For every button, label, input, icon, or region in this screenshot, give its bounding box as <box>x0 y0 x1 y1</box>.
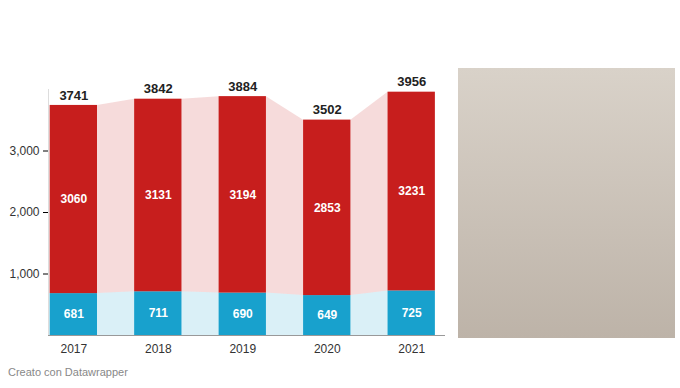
svg-text:3842: 3842 <box>144 81 173 96</box>
svg-text:1,000: 1,000 <box>9 267 39 281</box>
svg-text:3502: 3502 <box>313 102 342 117</box>
svg-text:711: 711 <box>149 306 169 320</box>
svg-text:649: 649 <box>317 308 337 322</box>
svg-text:3060: 3060 <box>60 192 87 206</box>
svg-text:2018: 2018 <box>145 342 172 356</box>
svg-text:2019: 2019 <box>229 342 256 356</box>
svg-text:3194: 3194 <box>229 188 256 202</box>
svg-text:2021: 2021 <box>398 342 425 356</box>
svg-text:681: 681 <box>64 307 84 321</box>
svg-text:3884: 3884 <box>228 79 258 94</box>
svg-text:690: 690 <box>233 307 253 321</box>
svg-text:3131: 3131 <box>145 188 172 202</box>
svg-text:2020: 2020 <box>314 342 341 356</box>
html-text:Creato con Datawrapper: Creato con Datawrapper <box>8 366 128 378</box>
svg-text:2853: 2853 <box>314 201 341 215</box>
svg-text:3,000: 3,000 <box>9 144 39 158</box>
svg-text:3741: 3741 <box>59 88 88 103</box>
svg-text:725: 725 <box>402 306 422 320</box>
svg-text:3956: 3956 <box>397 74 426 89</box>
svg-text:2,000: 2,000 <box>9 205 39 219</box>
svg-text:3231: 3231 <box>398 184 425 198</box>
svg-text:2017: 2017 <box>60 342 87 356</box>
